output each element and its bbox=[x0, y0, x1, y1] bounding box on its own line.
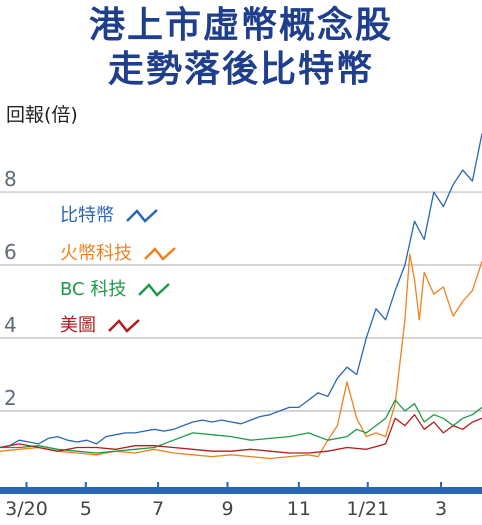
legend-item-bitcoin: 比特幣 bbox=[60, 202, 160, 230]
x-tick-label-3: 9 bbox=[221, 498, 233, 520]
series-line-3 bbox=[0, 414, 482, 454]
legend-swatch-bc-tech bbox=[138, 283, 170, 297]
x-tick-label-2: 7 bbox=[152, 498, 164, 520]
y-tick-label-6: 6 bbox=[4, 240, 17, 264]
x-tick-label-6: 3 bbox=[435, 498, 447, 520]
x-tick-label-0: 3/20 bbox=[5, 498, 48, 520]
series-line-2 bbox=[0, 399, 482, 454]
legend-item-meitu: 美圖 bbox=[60, 312, 142, 340]
legend-swatch-bitcoin bbox=[125, 209, 158, 223]
series-line-0 bbox=[0, 133, 482, 449]
y-tick-label-2: 2 bbox=[4, 386, 17, 410]
chart-title-line-1: 港上市虛幣概念股 bbox=[88, 5, 393, 46]
legend-label-bitcoin: 比特幣 bbox=[60, 205, 114, 226]
legend-label-meitu: 美圖 bbox=[60, 315, 96, 336]
legend-label-bc-tech: BC 科技 bbox=[60, 279, 127, 300]
legend-item-huobi: 火幣科技 bbox=[60, 240, 178, 268]
legend-label-huobi: 火幣科技 bbox=[60, 243, 132, 264]
y-axis-label: 回報(倍) bbox=[6, 104, 78, 126]
chart-title-line-2: 走勢落後比特幣 bbox=[107, 49, 374, 90]
x-tick-label-4: 11 bbox=[287, 498, 311, 520]
x-tick-label-5: 1/21 bbox=[346, 498, 389, 520]
legend-item-bc-tech: BC 科技 bbox=[60, 276, 172, 304]
x-tick-label-1: 5 bbox=[80, 498, 92, 520]
x-axis-bar bbox=[0, 487, 482, 494]
y-tick-label-4: 4 bbox=[4, 313, 17, 337]
legend-swatch-huobi bbox=[143, 247, 176, 261]
y-tick-label-8: 8 bbox=[4, 167, 17, 191]
legend-swatch-meitu bbox=[107, 319, 140, 333]
